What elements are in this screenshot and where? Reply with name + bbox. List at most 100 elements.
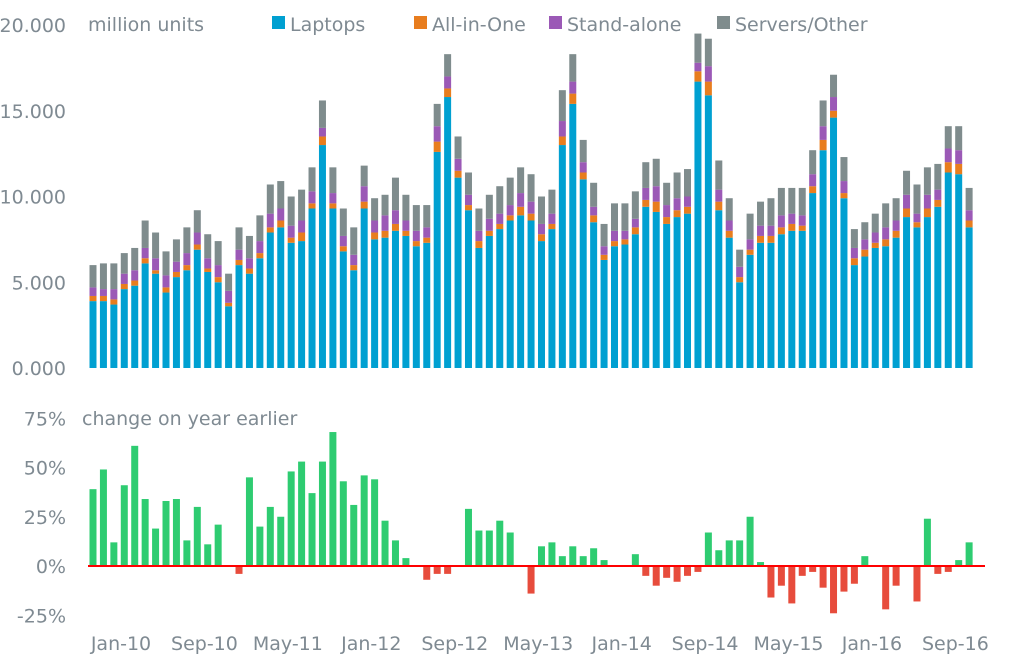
bar-segment-all-in-one xyxy=(277,220,285,228)
bar-segment-servers-other xyxy=(579,139,587,163)
bar-positive xyxy=(955,560,963,566)
x-tick-label: Jan-16 xyxy=(841,633,902,655)
bar-positive xyxy=(298,461,306,566)
bar-segment-all-in-one xyxy=(757,235,765,243)
bar-segment-stand-alone xyxy=(611,230,618,242)
bar-negative xyxy=(944,566,952,572)
bar-segment-servers-other xyxy=(225,273,233,291)
bar-segment-stand-alone xyxy=(652,186,660,202)
bar-segment-laptops xyxy=(308,208,316,368)
bar-segment-laptops xyxy=(360,208,368,368)
y-tick-label-top: 5.000 xyxy=(12,272,66,294)
bar-segment-laptops xyxy=(287,242,295,368)
bar-segment-laptops xyxy=(193,249,201,368)
bar-segment-stand-alone xyxy=(277,208,285,221)
x-tick-label: Sep-10 xyxy=(171,633,238,655)
bar-segment-servers-other xyxy=(569,54,577,82)
bar-segment-stand-alone xyxy=(454,158,462,171)
bar-segment-stand-alone xyxy=(433,126,441,142)
legend-label: Servers/Other xyxy=(735,14,868,36)
bar-negative xyxy=(642,566,650,576)
x-tick-label: Sep-16 xyxy=(922,633,989,655)
bar-segment-servers-other xyxy=(152,232,160,259)
bar-segment-stand-alone xyxy=(245,258,253,269)
bar-segment-stand-alone xyxy=(99,289,107,296)
bar-segment-laptops xyxy=(621,244,629,368)
bar-positive xyxy=(245,477,253,566)
bar-segment-laptops xyxy=(152,273,160,368)
bar-segment-stand-alone xyxy=(381,215,389,231)
bar-segment-all-in-one xyxy=(788,223,796,231)
y-tick-label-bottom: 50% xyxy=(24,458,66,480)
bar-positive xyxy=(757,562,765,566)
bar-positive xyxy=(131,445,139,566)
bar-segment-laptops xyxy=(934,206,942,368)
bar-segment-servers-other xyxy=(913,184,921,214)
bar-segment-servers-other xyxy=(830,74,838,98)
bar-segment-all-in-one xyxy=(850,258,858,266)
bar-segment-all-in-one xyxy=(433,141,441,152)
bar-positive xyxy=(725,540,733,566)
bar-segment-all-in-one xyxy=(454,170,462,178)
bar-segment-all-in-one xyxy=(371,232,379,240)
bar-segment-all-in-one xyxy=(590,215,598,223)
bar-segment-stand-alone xyxy=(736,266,744,278)
bar-segment-laptops xyxy=(172,277,180,368)
bar-segment-stand-alone xyxy=(464,194,472,206)
bar-segment-laptops xyxy=(965,227,973,368)
bar-positive xyxy=(590,548,598,566)
bar-segment-laptops xyxy=(412,246,420,368)
bar-negative xyxy=(913,566,921,602)
bar-segment-stand-alone xyxy=(172,261,180,272)
bar-positive xyxy=(350,504,358,566)
bar-segment-all-in-one xyxy=(871,242,879,248)
bar-segment-stand-alone xyxy=(298,220,306,233)
bar-segment-all-in-one xyxy=(663,217,671,224)
bar-negative xyxy=(892,566,900,586)
bar-segment-stand-alone xyxy=(527,201,535,214)
bar-negative xyxy=(777,566,785,586)
bar-segment-laptops xyxy=(120,289,128,368)
bar-segment-servers-other xyxy=(360,165,368,187)
bar-segment-servers-other xyxy=(120,253,128,274)
bar-segment-servers-other xyxy=(715,160,723,190)
bar-segment-stand-alone xyxy=(266,213,274,228)
bar-segment-servers-other xyxy=(631,191,639,219)
bar-segment-all-in-one xyxy=(464,205,472,211)
bar-segment-stand-alone xyxy=(110,289,118,300)
bar-segment-servers-other xyxy=(204,234,212,259)
bar-segment-laptops xyxy=(433,151,441,368)
bar-negative xyxy=(830,566,838,614)
bar-segment-all-in-one xyxy=(892,230,900,238)
bar-segment-laptops xyxy=(475,247,483,368)
bar-segment-all-in-one xyxy=(652,201,660,212)
bar-segment-laptops xyxy=(402,235,410,368)
y-tick-label-bottom: 75% xyxy=(24,408,66,430)
bar-segment-laptops xyxy=(371,239,379,368)
bar-segment-stand-alone xyxy=(204,258,212,269)
bar-segment-stand-alone xyxy=(329,193,337,204)
x-tick-label: Sep-12 xyxy=(421,633,488,655)
bar-segment-all-in-one xyxy=(172,271,180,278)
bar-segment-stand-alone xyxy=(621,230,629,240)
bar-segment-servers-other xyxy=(746,213,754,240)
bar-segment-servers-other xyxy=(892,198,900,221)
bar-segment-servers-other xyxy=(412,205,420,231)
bar-segment-stand-alone xyxy=(517,193,525,207)
bar-segment-stand-alone xyxy=(193,232,201,245)
bar-segment-all-in-one xyxy=(746,249,754,255)
bar-segment-laptops xyxy=(141,263,149,368)
bar-segment-all-in-one xyxy=(642,199,650,207)
bar-segment-stand-alone xyxy=(861,239,869,250)
bar-segment-laptops xyxy=(892,237,900,368)
bar-segment-all-in-one xyxy=(256,253,264,259)
bar-segment-stand-alone xyxy=(402,220,410,231)
bar-positive xyxy=(485,530,493,566)
bar-segment-stand-alone xyxy=(746,239,754,250)
bar-negative xyxy=(423,566,431,580)
y-tick-label-top: 15.000 xyxy=(0,101,66,123)
bar-segment-stand-alone xyxy=(558,121,566,137)
bar-segment-stand-alone xyxy=(391,210,399,224)
bar-segment-stand-alone xyxy=(371,220,379,233)
bar-segment-servers-other xyxy=(725,198,733,221)
